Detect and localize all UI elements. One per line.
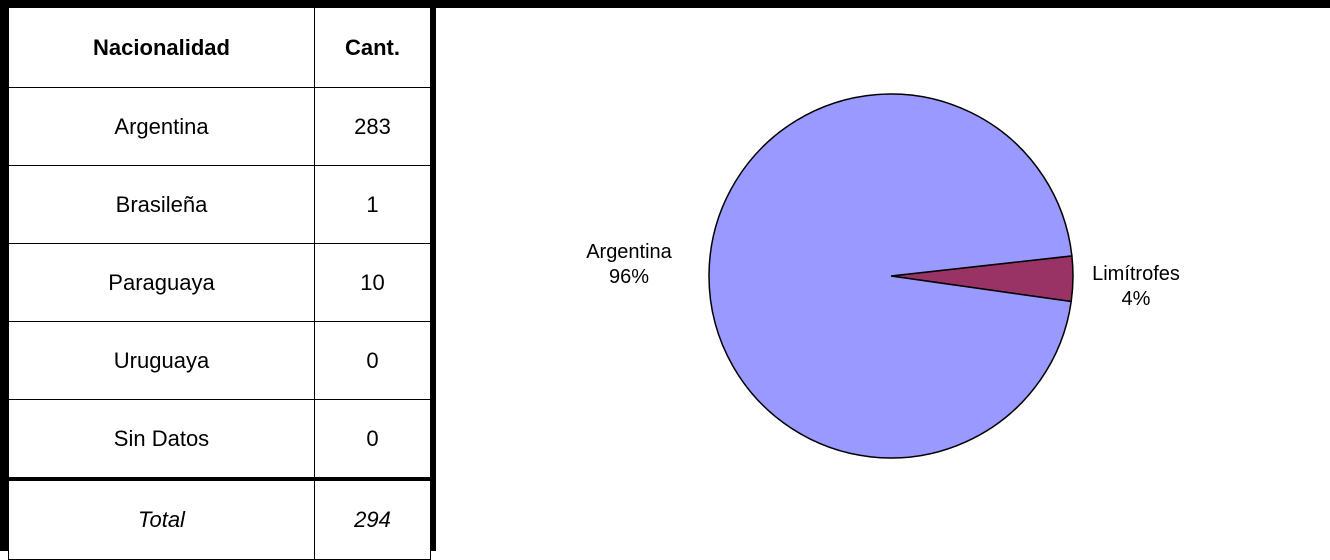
table-row: Sin Datos 0 [8,399,431,480]
row-label: Argentina [8,87,315,166]
row-value: 283 [314,87,431,166]
row-label: Paraguaya [8,243,315,322]
header-cant: Cant. [314,8,431,88]
table-row: Uruguaya 0 [8,321,431,400]
table-row: Argentina 283 [8,87,431,166]
table-header-row: Nacionalidad Cant. [8,8,431,88]
nationality-table: Nacionalidad Cant. Argentina 283 Brasile… [8,8,431,560]
nationality-table-frame: Nacionalidad Cant. Argentina 283 Brasile… [0,8,436,560]
total-row: Total 294 [8,477,431,560]
pie-chart: Argentina 96% Limítrofes 4% [586,93,1180,459]
pie-slice-argentina [708,93,1073,459]
total-value: 294 [314,477,431,560]
top-border [0,0,1330,8]
row-value: 0 [314,399,431,480]
row-label: Sin Datos [8,399,315,480]
slice-label-limitrofes: Limítrofes [1092,263,1180,285]
total-label: Total [8,477,315,560]
slice-label-argentina: Argentina [586,241,672,263]
table-row: Brasileña 1 [8,165,431,244]
slice-percent-limitrofes: 4% [1122,288,1151,310]
row-value: 0 [314,321,431,400]
pie-chart-area: Argentina 96% Limítrofes 4% [436,8,1330,551]
row-label: Brasileña [8,165,315,244]
row-value: 1 [314,165,431,244]
row-label: Uruguaya [8,321,315,400]
header-nacionalidad: Nacionalidad [8,8,315,88]
slice-percent-argentina: 96% [609,266,649,288]
table-row: Paraguaya 10 [8,243,431,322]
row-value: 10 [314,243,431,322]
